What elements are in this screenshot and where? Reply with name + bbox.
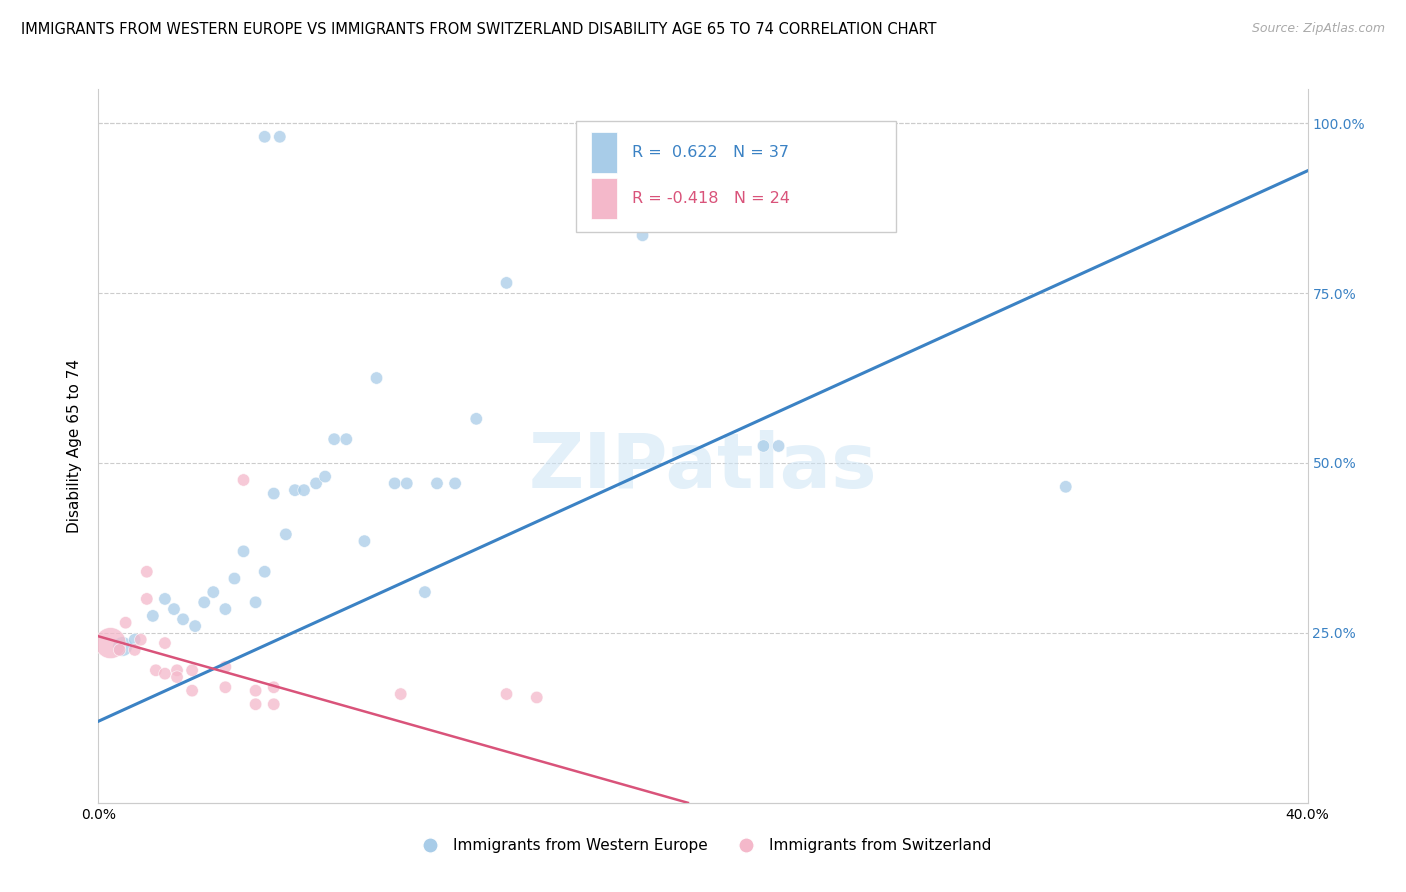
Point	[214, 680, 236, 694]
Point	[314, 469, 336, 483]
Point	[124, 632, 146, 647]
Point	[284, 483, 307, 498]
Point	[193, 595, 215, 609]
Point	[366, 371, 388, 385]
Point	[413, 585, 436, 599]
Point	[263, 486, 285, 500]
Point	[135, 591, 157, 606]
Point	[444, 476, 467, 491]
Point	[108, 643, 131, 657]
Point	[465, 412, 488, 426]
Text: R =  0.622   N = 37: R = 0.622 N = 37	[631, 145, 789, 161]
Point	[1054, 480, 1077, 494]
Point	[389, 687, 412, 701]
Point	[166, 670, 188, 684]
Point	[129, 632, 152, 647]
Point	[263, 698, 285, 712]
Point	[245, 683, 267, 698]
Point	[335, 432, 357, 446]
Point	[153, 636, 176, 650]
Point	[245, 698, 267, 712]
Y-axis label: Disability Age 65 to 74: Disability Age 65 to 74	[67, 359, 83, 533]
Text: R = -0.418   N = 24: R = -0.418 N = 24	[631, 191, 790, 206]
Point	[232, 544, 254, 558]
Point	[111, 640, 134, 654]
Point	[768, 439, 790, 453]
Point	[214, 660, 236, 674]
FancyBboxPatch shape	[591, 178, 617, 219]
Point	[395, 476, 418, 491]
Point	[752, 439, 775, 453]
Point	[495, 687, 517, 701]
Point	[253, 565, 276, 579]
Point	[245, 595, 267, 609]
Text: IMMIGRANTS FROM WESTERN EUROPE VS IMMIGRANTS FROM SWITZERLAND DISABILITY AGE 65 : IMMIGRANTS FROM WESTERN EUROPE VS IMMIGR…	[21, 22, 936, 37]
Point	[269, 129, 291, 144]
Point	[145, 663, 167, 677]
Point	[224, 572, 246, 586]
Point	[142, 608, 165, 623]
Point	[214, 602, 236, 616]
Point	[135, 565, 157, 579]
Point	[100, 636, 122, 650]
Point	[202, 585, 225, 599]
Point	[114, 615, 136, 630]
Point	[631, 228, 654, 243]
Point	[232, 473, 254, 487]
Point	[172, 612, 194, 626]
Point	[124, 643, 146, 657]
Point	[166, 663, 188, 677]
Text: Source: ZipAtlas.com: Source: ZipAtlas.com	[1251, 22, 1385, 36]
Point	[323, 432, 346, 446]
Point	[153, 591, 176, 606]
Point	[163, 602, 186, 616]
Text: ZIPatlas: ZIPatlas	[529, 431, 877, 504]
Point	[184, 619, 207, 633]
Point	[384, 476, 406, 491]
Point	[253, 129, 276, 144]
Point	[305, 476, 328, 491]
Legend: Immigrants from Western Europe, Immigrants from Switzerland: Immigrants from Western Europe, Immigran…	[409, 832, 997, 859]
Point	[274, 527, 297, 541]
Point	[526, 690, 548, 705]
Point	[153, 666, 176, 681]
Point	[353, 534, 375, 549]
Point	[292, 483, 315, 498]
FancyBboxPatch shape	[576, 121, 897, 232]
Point	[181, 663, 204, 677]
Point	[263, 680, 285, 694]
Point	[495, 276, 517, 290]
Point	[181, 683, 204, 698]
Point	[426, 476, 449, 491]
FancyBboxPatch shape	[591, 132, 617, 173]
